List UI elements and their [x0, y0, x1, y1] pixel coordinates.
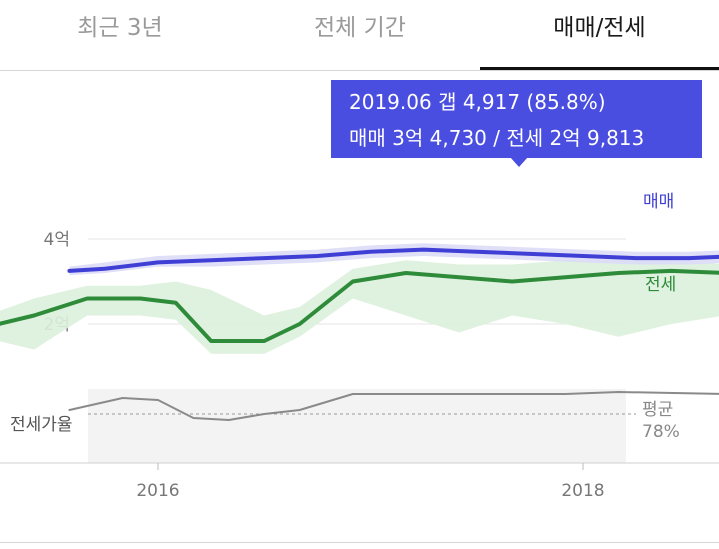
jeonse-range-band [0, 260, 719, 354]
ratio-panel-bg [88, 389, 626, 463]
tooltip-arrow [510, 157, 528, 167]
tooltip-gap-line: 2019.06 갭 4,917 (85.8%) [349, 90, 606, 114]
sale-range-band [69, 243, 719, 276]
jeonse-series-label: 전세 [645, 275, 676, 295]
jeonse-ratio-line [68, 391, 719, 421]
sale-price-line [67, 247, 719, 273]
bottom-divider [0, 542, 719, 543]
period-tabs: 최근 3년 전체 기간 매매/전세 [0, 0, 719, 71]
x-tick-label: 2018 [561, 481, 604, 501]
tab-sale-jeonse[interactable]: 매매/전세 [480, 0, 719, 70]
tab-all-period[interactable]: 전체 기간 [314, 15, 406, 41]
average-value-label: 78% [642, 422, 680, 442]
price-chart[interactable]: 4억2억201620182020매매전세전세가율평균78% [0, 71, 719, 542]
tab-recent-3-years[interactable]: 최근 3년 [77, 15, 163, 41]
x-tick-label: 2016 [136, 481, 179, 501]
jeonse-price-line [0, 268, 719, 343]
sale-series-label: 매매 [643, 192, 674, 212]
y-tick-label: 4억 [44, 230, 70, 250]
ratio-series-label: 전세가율 [10, 415, 73, 435]
chart-tooltip: 2019.06 갭 4,917 (85.8%) 매매 3억 4,730 / 전세… [331, 80, 702, 158]
tooltip-price-line: 매매 3억 4,730 / 전세 2억 9,813 [349, 126, 645, 150]
average-label: 평균 [642, 400, 673, 420]
